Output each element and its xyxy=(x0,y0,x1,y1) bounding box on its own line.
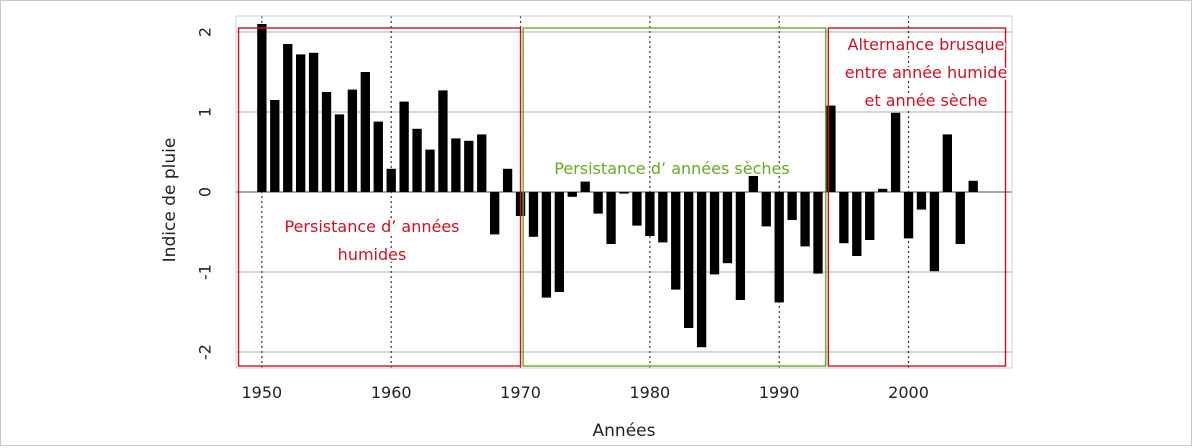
region-label-3: entre année humide xyxy=(845,63,1008,82)
bar-1976 xyxy=(593,192,603,214)
bar-1951 xyxy=(270,100,280,192)
bar-1963 xyxy=(425,149,435,192)
bar-1972 xyxy=(541,192,552,298)
bar-2004 xyxy=(955,192,965,244)
bar-1978 xyxy=(619,192,629,194)
y-tick-label: 1 xyxy=(196,107,215,117)
region-box-2 xyxy=(522,27,827,367)
bar-1955 xyxy=(321,92,332,192)
bar-1971 xyxy=(528,192,539,237)
bar-1958 xyxy=(360,72,370,192)
bar-1983 xyxy=(684,192,694,328)
bar-1994 xyxy=(826,105,836,192)
bar-1993 xyxy=(813,192,823,274)
bar-1989 xyxy=(761,192,771,227)
bar-1973 xyxy=(554,192,564,292)
bar-1953 xyxy=(296,54,306,193)
bar-1959 xyxy=(373,121,383,192)
bar-1961 xyxy=(399,101,409,192)
x-tick-label: 1960 xyxy=(371,383,412,402)
y-tick-label: -1 xyxy=(196,264,215,280)
region-box-1 xyxy=(237,27,522,367)
region-box-3 xyxy=(827,27,1007,367)
region-label-1: humides xyxy=(338,245,407,264)
bar-1977 xyxy=(606,192,616,244)
bar-2002 xyxy=(929,192,940,272)
bar-2001 xyxy=(916,192,927,210)
bar-1965 xyxy=(451,138,461,192)
x-tick-label: 1990 xyxy=(759,383,800,402)
bar-1957 xyxy=(347,89,358,192)
bar-1969 xyxy=(502,168,513,192)
region-label-1: Persistance d’ années xyxy=(285,217,460,236)
x-tick-label: 2000 xyxy=(888,383,929,402)
bar-1982 xyxy=(671,192,681,290)
bar-1999 xyxy=(890,112,901,192)
plot-border xyxy=(235,15,1013,369)
bar-1995 xyxy=(839,192,849,244)
x-tick-label: 1980 xyxy=(630,383,671,402)
bar-1974 xyxy=(567,192,577,197)
bar-2005 xyxy=(968,180,978,192)
bar-1962 xyxy=(412,128,422,192)
bar-1979 xyxy=(632,192,642,226)
bar-1987 xyxy=(735,192,746,300)
bar-1950 xyxy=(257,24,267,192)
bar-1986 xyxy=(722,192,733,264)
y-tick-label: 0 xyxy=(196,187,215,197)
bar-1967 xyxy=(477,134,487,192)
bar-1968 xyxy=(490,192,500,235)
bar-1964 xyxy=(438,90,448,192)
region-label-3: et année sèche xyxy=(864,91,987,110)
y-tick-label: -2 xyxy=(196,344,215,360)
y-axis-label: Indice de pluie xyxy=(160,138,180,263)
bar-1981 xyxy=(658,192,668,243)
bar-1960 xyxy=(386,168,396,192)
bar-1985 xyxy=(709,192,720,275)
bar-1984 xyxy=(696,192,707,348)
bar-1990 xyxy=(774,192,784,303)
bar-1980 xyxy=(645,192,655,236)
x-tick-label: 1950 xyxy=(242,383,283,402)
x-axis-label: Années xyxy=(593,421,656,441)
bar-2000 xyxy=(903,192,914,239)
bar-1996 xyxy=(852,192,862,256)
bar-1954 xyxy=(308,52,319,192)
bar-1997 xyxy=(865,192,875,240)
bar-1975 xyxy=(580,181,590,192)
bar-1988 xyxy=(748,176,758,192)
bar-1991 xyxy=(787,192,797,220)
bar-1992 xyxy=(800,192,810,247)
x-tick-label: 1970 xyxy=(500,383,541,402)
y-tick-label: 2 xyxy=(196,27,215,37)
bar-2003 xyxy=(942,134,952,192)
bar-1998 xyxy=(878,188,888,192)
bar-1952 xyxy=(283,44,293,192)
region-label-2: Persistance d’ années sèches xyxy=(554,159,789,178)
bar-1966 xyxy=(464,140,474,192)
region-label-3: Alternance brusque xyxy=(848,35,1005,54)
bar-1956 xyxy=(334,114,345,192)
